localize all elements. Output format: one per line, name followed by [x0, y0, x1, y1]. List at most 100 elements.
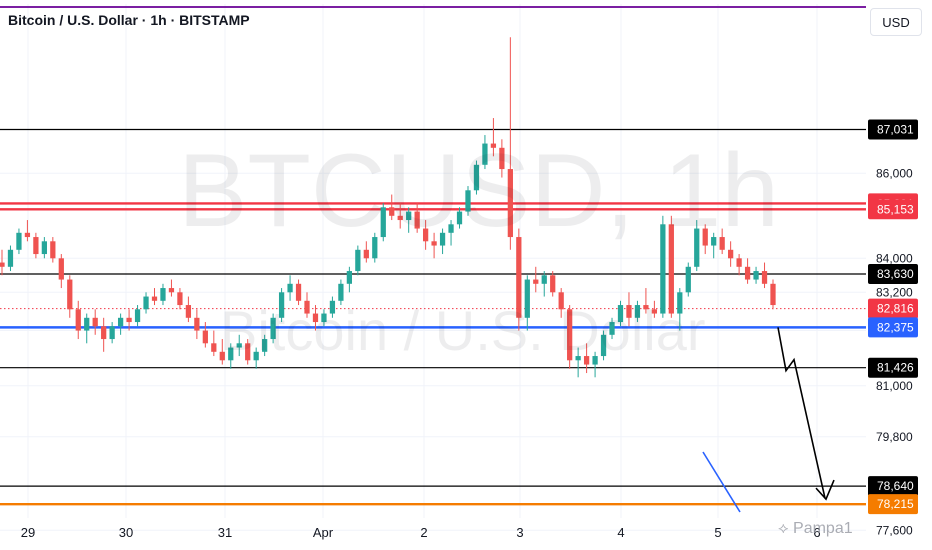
candle-body [151, 296, 158, 301]
x-tick-label: 3 [516, 525, 523, 540]
arrow-head [815, 479, 835, 501]
chart-title: Bitcoin / U.S. Dollar · 1h · BITSTAMP [8, 12, 250, 28]
price-tag-label: 87,031 [877, 122, 914, 136]
candle-body [575, 356, 581, 361]
candle-body [219, 351, 225, 361]
candle-body [75, 309, 81, 331]
candle-body [736, 258, 742, 267]
price-tag: 78,215 [868, 494, 918, 515]
price-tag-label: 82,375 [877, 320, 914, 334]
candle-body [550, 275, 556, 293]
candle-body [761, 271, 768, 284]
candle-body [702, 228, 708, 246]
candle-body [117, 317, 124, 327]
candle-body [516, 237, 522, 318]
currency-button[interactable]: USD [870, 8, 922, 36]
candle-body [694, 228, 700, 267]
candle-body [236, 343, 242, 348]
candle-body [499, 147, 505, 170]
candle-body [101, 326, 107, 340]
candle-body [668, 224, 674, 314]
price-tag: 82,375 [868, 317, 918, 338]
candle-body [473, 164, 480, 191]
candle-body [321, 313, 327, 323]
candle-body [160, 288, 166, 301]
candle-body [0, 262, 5, 267]
price-tag: 83,630 [868, 264, 918, 285]
price-tag: 85,153 [868, 199, 918, 220]
candle-body [634, 305, 641, 318]
candle-body [262, 339, 268, 352]
candle-body [439, 232, 446, 246]
candle-body [92, 317, 98, 327]
candle-body [41, 241, 47, 255]
price-tag-label: 83,630 [877, 267, 914, 281]
trend-line [702, 451, 741, 513]
candle-body [507, 169, 513, 238]
candle-body [168, 288, 175, 293]
y-tick-label: 81,000 [876, 379, 913, 393]
candle-body [194, 317, 200, 331]
horizontal-levels[interactable] [0, 128, 866, 506]
candle-body [329, 300, 336, 314]
candle-body [245, 343, 251, 361]
candle-body [380, 207, 386, 238]
price-tags: 87,03185,29185,15383,63082,81682,37581,4… [868, 119, 918, 515]
candle-body [448, 224, 454, 233]
price-tag-bg [868, 199, 918, 220]
candle-body [363, 249, 369, 259]
candle-body [677, 292, 683, 314]
author-name: Pampa1 [793, 520, 853, 537]
projection-arrow[interactable] [702, 327, 835, 513]
candle-body [744, 266, 751, 280]
y-tick-label: 84,000 [876, 251, 913, 265]
price-tag: 81,426 [868, 357, 918, 378]
candle-body [592, 356, 598, 365]
price-axis[interactable]: 76,70077,60079,80081,00082,30083,20084,0… [876, 166, 913, 550]
price-tag-bg [868, 494, 918, 515]
tradingview-logo-icon: ⟡ [778, 520, 794, 537]
candle-body [406, 211, 412, 221]
price-tag-label: 78,640 [877, 479, 914, 493]
candle-body [541, 275, 547, 284]
candle-body [24, 232, 31, 238]
x-tick-label: 31 [218, 525, 232, 540]
candle-body [583, 356, 590, 365]
candle-body [567, 309, 573, 361]
name-watermark: Bitcoin / U.S. Dollar [220, 299, 706, 362]
candle-body [7, 249, 14, 267]
candle-body [84, 317, 90, 331]
candle-body [651, 309, 658, 314]
price-tag-bg [868, 264, 918, 285]
price-tag-label: 85,153 [877, 202, 914, 216]
candle-body [372, 237, 378, 259]
candle-body [626, 305, 632, 318]
candle-body [660, 224, 666, 314]
time-axis[interactable]: 29 30 31 Apr 2 3 4 5 6 [21, 525, 821, 540]
candle-body [16, 232, 22, 250]
candle-body [143, 296, 149, 310]
candle-body [185, 305, 192, 318]
candle-body [643, 305, 649, 310]
candle-body [287, 283, 293, 293]
price-tag: 82,816 [868, 298, 918, 319]
candle-body [202, 330, 208, 344]
candle-body [753, 271, 759, 280]
price-tag-label: 82,816 [877, 302, 914, 316]
candle-body [134, 309, 141, 323]
chart-grid [0, 4, 866, 531]
candle-body [719, 237, 725, 250]
candle-body [278, 292, 285, 318]
candle-body [617, 305, 624, 323]
candle-body [346, 271, 353, 284]
price-tag-bg [868, 298, 918, 319]
candle-body [295, 283, 302, 301]
candlestick-series [0, 37, 776, 378]
candle-body [211, 343, 217, 352]
price-tag: 87,031 [868, 119, 918, 140]
price-tag-bg [868, 119, 918, 140]
candle-body [431, 241, 437, 246]
y-tick-label: 77,600 [876, 523, 913, 537]
candle-body [397, 215, 403, 221]
